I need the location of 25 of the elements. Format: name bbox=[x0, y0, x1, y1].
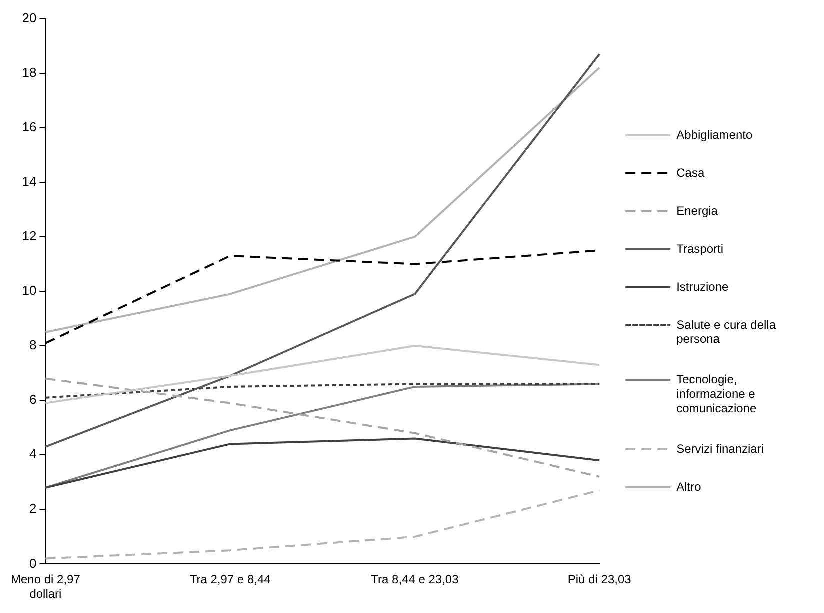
y-tick-label: 16 bbox=[22, 119, 37, 134]
legend-label: Altro bbox=[676, 480, 702, 494]
y-tick-label: 0 bbox=[29, 556, 37, 571]
line-series bbox=[44, 490, 601, 560]
x-tick-label: Meno di 2,97 dollari bbox=[10, 572, 81, 602]
legend-label: Energia bbox=[676, 204, 718, 218]
y-tick-label: 4 bbox=[29, 446, 37, 462]
y-tick-label: 12 bbox=[22, 228, 37, 244]
x-tick-label: Più di 23,03 bbox=[568, 572, 632, 587]
x-tick-label: Tra 2,97 e 8,44 bbox=[190, 572, 272, 587]
legend-label: Servizi finanziari bbox=[676, 442, 764, 456]
legend-label: Istruzione bbox=[676, 280, 729, 294]
legend-label: Trasporti bbox=[676, 242, 724, 256]
y-tick-label: 10 bbox=[22, 283, 37, 298]
y-tick-label: 14 bbox=[22, 174, 37, 189]
y-tick-label: 8 bbox=[29, 338, 37, 353]
y-tick-label: 18 bbox=[22, 64, 37, 80]
y-tick-label: 20 bbox=[22, 10, 37, 26]
y-tick-label: 6 bbox=[29, 392, 37, 408]
y-tick-label: 2 bbox=[29, 501, 37, 516]
legend-label: Casa bbox=[676, 166, 705, 180]
legend-label: Salute e cura della persona bbox=[676, 318, 776, 346]
x-tick-label: Tra 8,44 e 23,03 bbox=[371, 572, 460, 587]
legend-label: Abbigliamento bbox=[676, 128, 753, 142]
legend-label: Tecnologie, informazione e comunicazione bbox=[676, 372, 757, 416]
